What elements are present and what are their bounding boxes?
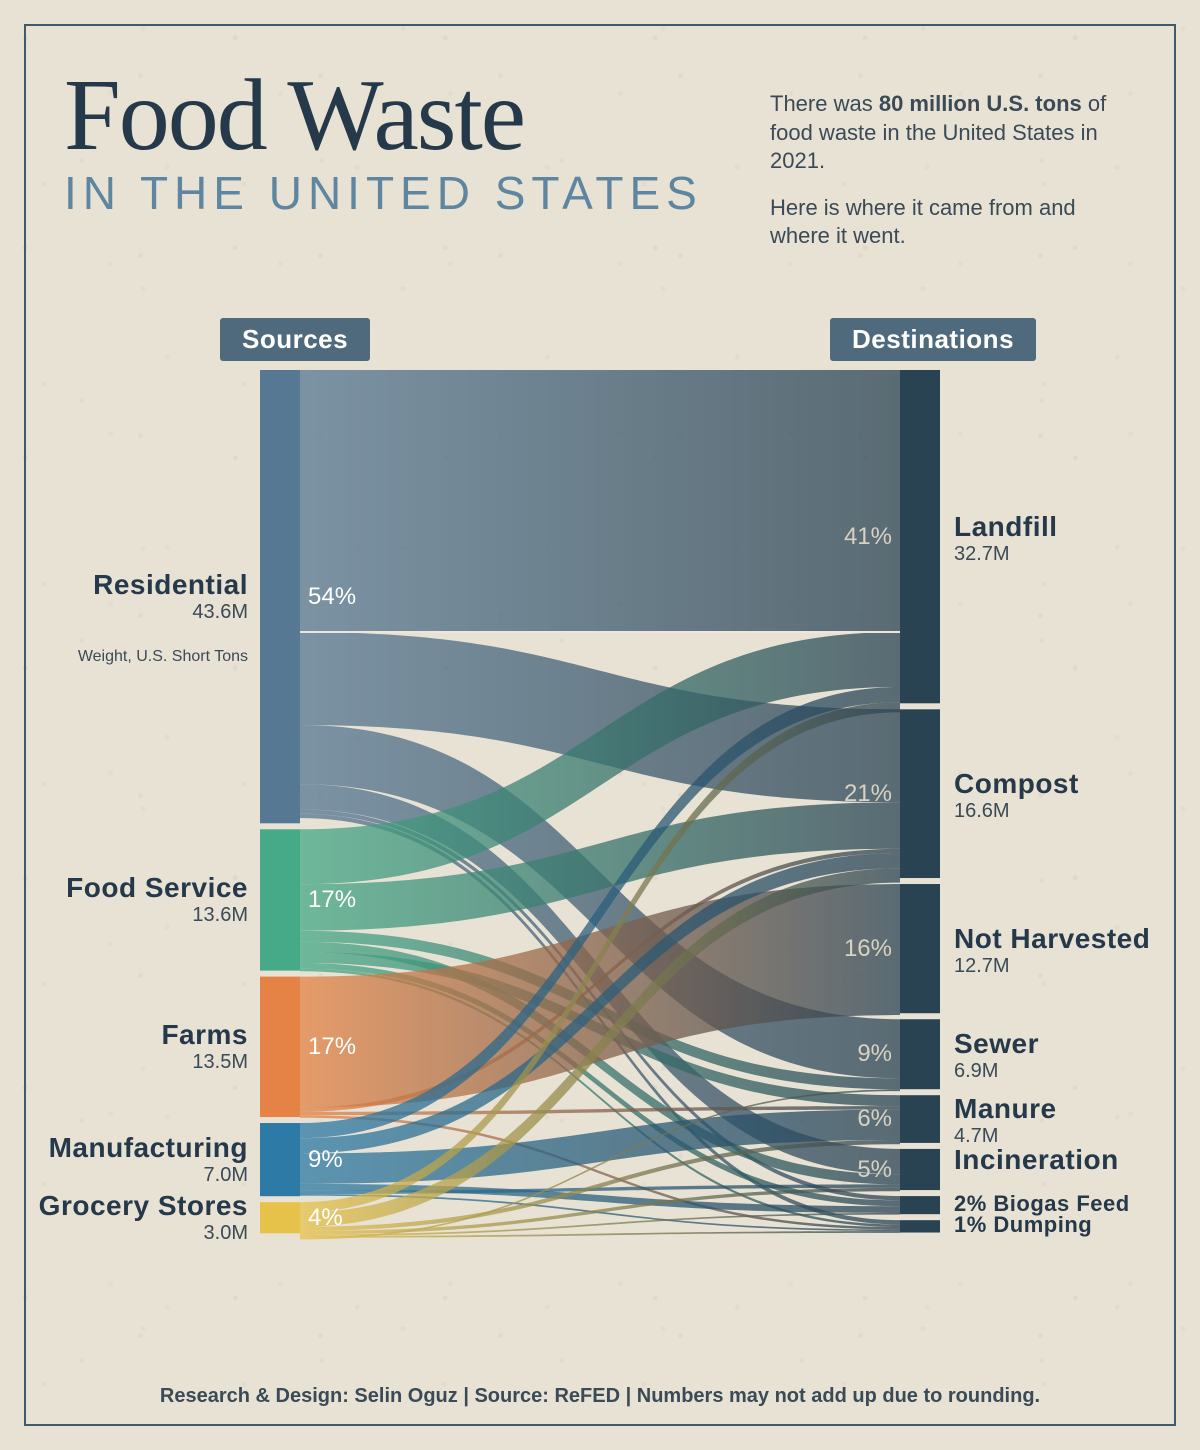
source-pct-farms: 17% <box>308 1033 356 1061</box>
dest-label-dumping: 1% Dumping <box>954 1214 1092 1236</box>
dest-bar-not_harvested <box>900 884 940 1013</box>
intro-pre: There was <box>770 91 879 116</box>
dest-label-compost: Compost16.6M <box>954 770 1079 823</box>
dest-pct-incineration: 5% <box>840 1156 892 1184</box>
source-pct-manufacturing: 9% <box>308 1146 343 1174</box>
source-label-manufacturing: Manufacturing7.0M <box>49 1134 248 1187</box>
dest-pct-compost: 21% <box>840 780 892 808</box>
intro-text: There was 80 million U.S. tons of food w… <box>770 90 1130 269</box>
dest-pct-not_harvested: 16% <box>840 935 892 963</box>
dest-bar-dumping <box>900 1220 940 1232</box>
source-bar-manufacturing <box>260 1123 300 1196</box>
dest-bar-landfill <box>900 370 940 703</box>
dest-label-incineration: Incineration <box>954 1146 1119 1176</box>
credits-line: Research & Design: Selin Oguz | Source: … <box>0 1385 1200 1408</box>
source-label-grocery: Grocery Stores3.0M <box>39 1192 248 1245</box>
flow-residential-to-landfill <box>300 370 900 632</box>
source-bar-residential <box>260 370 300 823</box>
source-label-food_service: Food Service13.6M <box>66 874 248 927</box>
dest-label-sewer: Sewer6.9M <box>954 1030 1039 1083</box>
dest-label-not_harvested: Not Harvested12.7M <box>954 925 1150 978</box>
dest-bar-manure <box>900 1095 940 1143</box>
source-label-farms: Farms13.5M <box>161 1021 248 1074</box>
dest-label-manure: Manure4.7M <box>954 1095 1057 1148</box>
destinations-pill: Destinations <box>830 318 1036 361</box>
source-label-residential: Residential43.6MWeight, U.S. Short Tons <box>78 571 248 666</box>
source-bar-food_service <box>260 829 300 970</box>
source-bar-grocery <box>260 1202 300 1233</box>
title-main: Food Waste <box>64 70 703 162</box>
dest-bar-compost <box>900 709 940 878</box>
source-pct-grocery: 4% <box>308 1204 343 1232</box>
intro-line2: Here is where it came from and where it … <box>770 194 1130 251</box>
title-sub: IN THE UNITED STATES <box>64 166 703 220</box>
dest-bar-sewer <box>900 1019 940 1089</box>
sources-pill: Sources <box>220 318 370 361</box>
dest-label-landfill: Landfill32.7M <box>954 513 1058 566</box>
source-pct-residential: 54% <box>308 583 356 611</box>
dest-pct-sewer: 9% <box>840 1040 892 1068</box>
dest-pct-manure: 6% <box>840 1105 892 1133</box>
dest-pct-landfill: 41% <box>840 523 892 551</box>
dest-bar-incineration <box>900 1149 940 1190</box>
dest-bar-biogas <box>900 1196 940 1214</box>
source-bar-farms <box>260 977 300 1117</box>
intro-bold: 80 million U.S. tons <box>879 91 1082 116</box>
source-pct-food_service: 17% <box>308 886 356 914</box>
header-block: Food Waste IN THE UNITED STATES <box>64 70 703 220</box>
